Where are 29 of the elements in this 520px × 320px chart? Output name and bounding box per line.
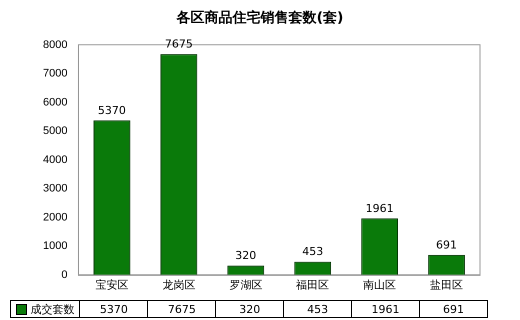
data-label: 7675	[148, 300, 216, 318]
y-tick-label: 5000	[42, 125, 68, 138]
chart-title: 各区商品住宅销售套数(套)	[176, 9, 344, 26]
annotation: 691	[436, 238, 458, 252]
data-label: 320	[216, 300, 284, 318]
annotation: 320	[235, 248, 256, 262]
data-label: 1961	[352, 300, 420, 318]
y-tick-label: 0	[61, 268, 68, 281]
annotation: 7675	[164, 38, 193, 51]
y-tick-label: 8000	[42, 38, 68, 51]
annotation: 5370	[98, 104, 126, 117]
x-tick-label: 罗湖区	[229, 279, 262, 292]
annotation: 453	[302, 245, 324, 258]
x-tick-label: 福田区	[296, 278, 330, 292]
x-tick-label: 南山区	[363, 278, 396, 292]
data-label: 453	[284, 300, 352, 318]
y-tick-label: 6000	[42, 96, 68, 108]
y-tick-label: 2000	[42, 211, 68, 224]
legend-label: 成交套数	[10, 300, 80, 318]
x-tick-label: 宝安区	[95, 278, 128, 292]
annotation: 1961	[366, 202, 394, 215]
data-label: 5370	[80, 300, 148, 318]
y-tick-label: 3000	[42, 182, 68, 195]
y-tick-label: 1000	[42, 240, 68, 252]
x-tick-label: 盐田区	[430, 278, 464, 292]
data-label: 691	[420, 300, 488, 318]
x-tick-label: 龙岗区	[162, 278, 196, 292]
y-tick-label: 4000	[42, 154, 68, 166]
y-tick-label: 7000	[42, 68, 68, 80]
